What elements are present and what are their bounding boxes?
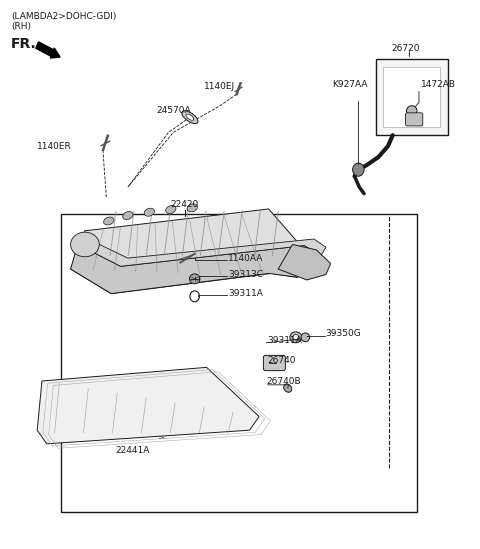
Circle shape	[190, 291, 199, 302]
Ellipse shape	[293, 334, 299, 340]
FancyArrow shape	[36, 42, 60, 58]
Ellipse shape	[166, 205, 176, 214]
Text: 39311A: 39311A	[267, 335, 302, 345]
Ellipse shape	[71, 232, 99, 257]
Text: 1472AB: 1472AB	[421, 80, 456, 89]
Text: 1140AA: 1140AA	[228, 254, 264, 262]
Polygon shape	[71, 209, 316, 294]
Polygon shape	[71, 244, 321, 294]
Text: 26740: 26740	[268, 356, 296, 365]
Text: (RH): (RH)	[11, 22, 31, 31]
Ellipse shape	[144, 208, 155, 216]
Bar	[61, 215, 417, 512]
Text: 39311A: 39311A	[228, 289, 263, 298]
Ellipse shape	[290, 332, 302, 343]
Text: 1140ER: 1140ER	[37, 142, 72, 150]
Ellipse shape	[182, 111, 198, 124]
Ellipse shape	[186, 114, 194, 120]
Text: K927AA: K927AA	[332, 80, 368, 89]
Text: (LAMBDA2>DOHC-GDI): (LAMBDA2>DOHC-GDI)	[11, 12, 116, 21]
Text: 26740B: 26740B	[266, 377, 301, 385]
Text: 39350G: 39350G	[325, 329, 360, 338]
Polygon shape	[37, 367, 259, 444]
Ellipse shape	[407, 106, 417, 115]
Text: 39313C: 39313C	[228, 270, 263, 279]
Ellipse shape	[284, 384, 292, 392]
Text: 22441A: 22441A	[115, 446, 149, 455]
Ellipse shape	[123, 211, 133, 220]
Ellipse shape	[301, 333, 310, 341]
Ellipse shape	[187, 204, 197, 212]
Bar	[376, 59, 447, 135]
Text: 22420: 22420	[171, 200, 199, 209]
FancyBboxPatch shape	[406, 113, 423, 126]
Text: 24570A: 24570A	[156, 106, 191, 115]
Ellipse shape	[190, 274, 200, 284]
FancyBboxPatch shape	[264, 355, 285, 371]
Polygon shape	[278, 244, 331, 280]
Ellipse shape	[104, 217, 114, 225]
Text: FR.: FR.	[11, 37, 36, 51]
Text: 1140EJ: 1140EJ	[204, 82, 235, 91]
Polygon shape	[78, 236, 326, 266]
Circle shape	[353, 163, 364, 176]
Bar	[383, 67, 441, 127]
Text: 26720: 26720	[392, 44, 420, 53]
